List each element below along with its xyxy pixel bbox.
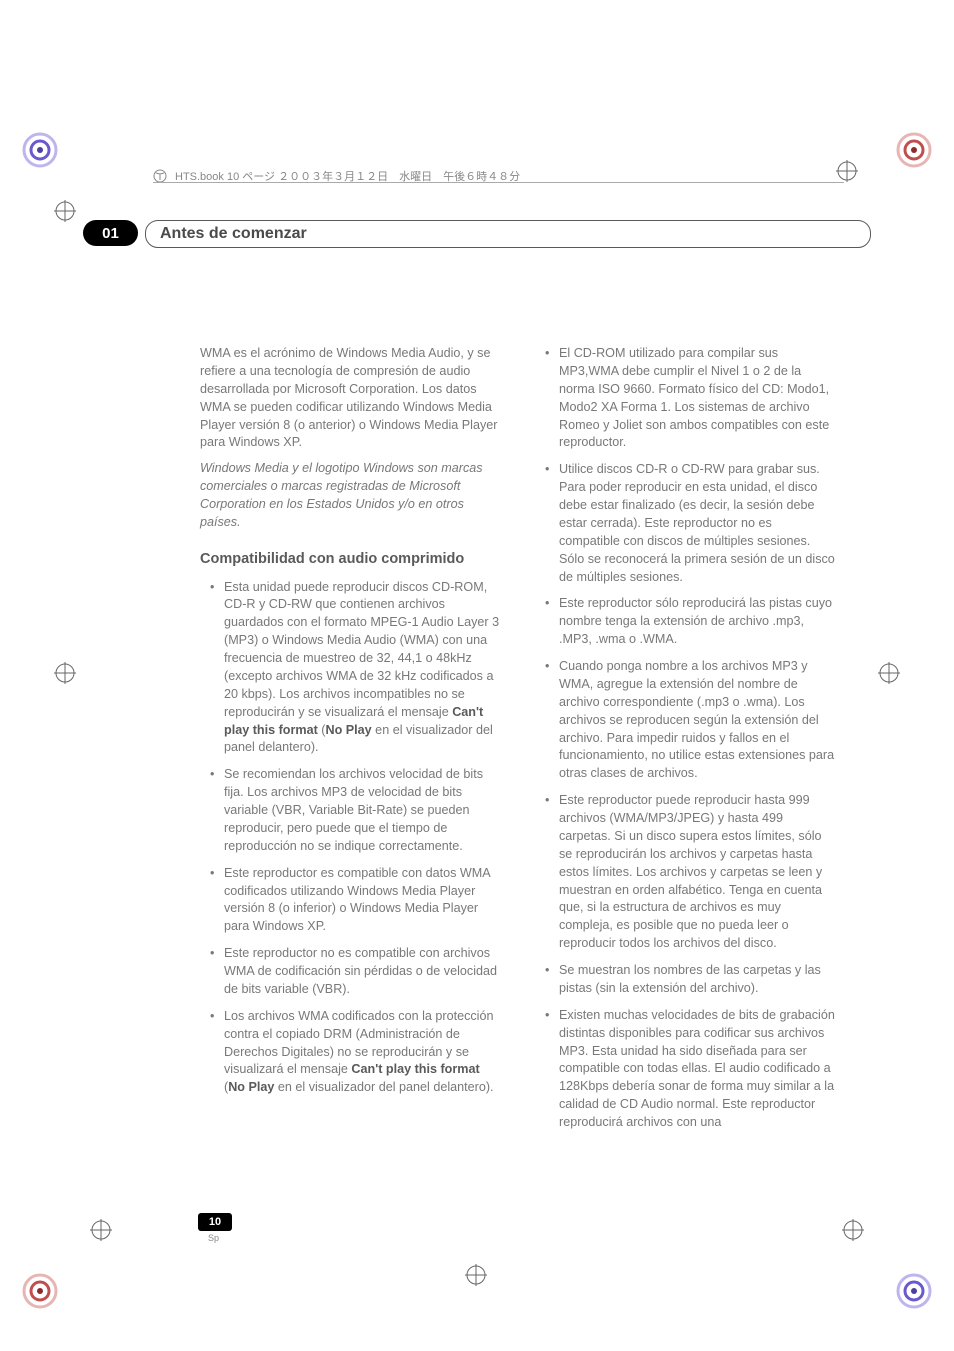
list-item: El CD-ROM utilizado para compilar sus MP… xyxy=(559,345,836,452)
list-item: Este reproductor no es compatible con ar… xyxy=(224,945,501,999)
crosshair-icon xyxy=(836,160,858,182)
body-content: WMA es el acrónimo de Windows Media Audi… xyxy=(200,345,836,1141)
list-item: Cuando ponga nombre a los archivos MP3 y… xyxy=(559,658,836,783)
bullet-list: Esta unidad puede reproducir discos CD-R… xyxy=(200,579,501,1098)
list-item: Utilice discos CD-R o CD-RW para grabar … xyxy=(559,461,836,586)
paragraph: WMA es el acrónimo de Windows Media Audi… xyxy=(200,345,501,452)
right-column: El CD-ROM utilizado para compilar sus MP… xyxy=(535,345,836,1141)
list-item: Se muestran los nombres de las carpetas … xyxy=(559,962,836,998)
header-rule xyxy=(153,182,844,183)
print-mark-icon xyxy=(896,132,932,168)
chapter-title: Antes de comenzar xyxy=(145,220,871,248)
page-number: 10 xyxy=(198,1213,232,1231)
list-item: Se recomiendan los archivos velocidad de… xyxy=(224,766,501,855)
chapter-number: 01 xyxy=(83,220,138,246)
crosshair-icon xyxy=(465,1264,487,1286)
print-mark-icon xyxy=(896,1273,932,1309)
list-item: Existen muchas velocidades de bits de gr… xyxy=(559,1007,836,1132)
list-item: Los archivos WMA codificados con la prot… xyxy=(224,1008,501,1097)
list-item: Este reproductor es compatible con datos… xyxy=(224,865,501,937)
paragraph-italic: Windows Media y el logotipo Windows son … xyxy=(200,460,501,532)
book-icon xyxy=(153,169,167,183)
chapter-bar: 01 Antes de comenzar xyxy=(83,218,871,250)
list-item: Este reproductor puede reproducir hasta … xyxy=(559,792,836,953)
left-column: WMA es el acrónimo de Windows Media Audi… xyxy=(200,345,501,1141)
bullet-list: El CD-ROM utilizado para compilar sus MP… xyxy=(535,345,836,1132)
crosshair-icon xyxy=(878,662,900,684)
list-item: Esta unidad puede reproducir discos CD-R… xyxy=(224,579,501,758)
page-language: Sp xyxy=(208,1233,219,1243)
section-heading: Compatibilidad con audio comprimido xyxy=(200,550,501,569)
print-mark-icon xyxy=(22,1273,58,1309)
crosshair-icon xyxy=(54,662,76,684)
print-mark-icon xyxy=(22,132,58,168)
crosshair-icon xyxy=(90,1219,112,1241)
crosshair-icon xyxy=(842,1219,864,1241)
list-item: Este reproductor sólo reproducirá las pi… xyxy=(559,595,836,649)
crosshair-icon xyxy=(54,200,76,222)
